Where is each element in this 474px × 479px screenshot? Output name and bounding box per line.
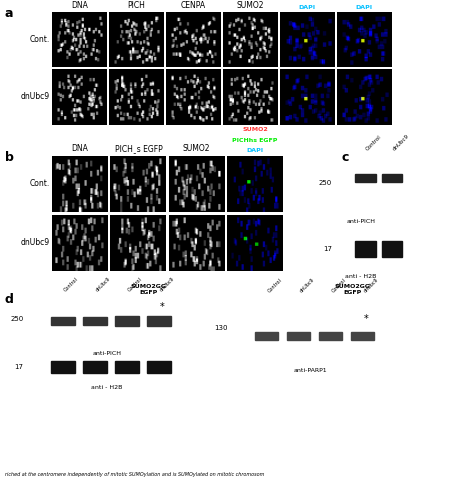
Bar: [147, 316, 171, 326]
Text: SUMO2: SUMO2: [236, 0, 264, 10]
Bar: [355, 173, 375, 182]
Text: PICH: PICH: [128, 0, 145, 10]
Text: DAPI: DAPI: [246, 148, 264, 153]
Text: b: b: [5, 151, 14, 164]
Bar: [83, 318, 107, 325]
Bar: [287, 331, 310, 340]
Bar: [382, 241, 402, 257]
Text: dnUbc9: dnUbc9: [21, 92, 50, 102]
Text: Control: Control: [330, 277, 346, 294]
Text: PICHˍs EGFP: PICHˍs EGFP: [115, 144, 162, 153]
Text: dnUbc9: dnUbc9: [392, 133, 410, 151]
Text: *: *: [160, 302, 164, 312]
Text: Control: Control: [365, 134, 383, 151]
Bar: [83, 361, 107, 373]
Text: SUMO2: SUMO2: [183, 144, 210, 153]
Bar: [115, 316, 138, 326]
Text: anti-PARP1: anti-PARP1: [294, 368, 327, 373]
Text: *: *: [364, 314, 368, 324]
Text: dnUbc9: dnUbc9: [363, 277, 379, 294]
Text: DNA: DNA: [71, 0, 88, 10]
Text: a: a: [5, 7, 13, 20]
Bar: [382, 173, 402, 182]
Text: dnUbc9: dnUbc9: [95, 276, 111, 293]
Text: anti-PICH: anti-PICH: [92, 352, 121, 356]
Bar: [351, 331, 374, 340]
Text: dnUbc9: dnUbc9: [299, 277, 315, 294]
Text: riched at the centromere independently of mitotic SUMOylation and is SUMOylated : riched at the centromere independently o…: [5, 472, 264, 477]
Bar: [51, 361, 75, 373]
Text: Cont.: Cont.: [29, 180, 50, 188]
Text: anti - H2B: anti - H2B: [91, 385, 122, 390]
Bar: [319, 331, 342, 340]
Text: SUMO2GG
EGFP: SUMO2GG EGFP: [334, 284, 370, 295]
Bar: [147, 361, 171, 373]
Text: 250: 250: [10, 316, 24, 322]
Text: dnUbc9: dnUbc9: [159, 276, 175, 293]
Text: DAPI: DAPI: [355, 5, 373, 10]
Text: c: c: [341, 151, 349, 164]
Text: PICHhs EGFP: PICHhs EGFP: [232, 138, 278, 143]
Text: DAPI: DAPI: [298, 5, 316, 10]
Bar: [115, 361, 138, 373]
Text: anti-PICH: anti-PICH: [346, 219, 375, 224]
Text: Cont.: Cont.: [29, 35, 50, 44]
Bar: [355, 241, 375, 257]
Text: 130: 130: [214, 325, 228, 331]
Text: anti - H2B: anti - H2B: [345, 274, 376, 279]
Text: dnUbc9: dnUbc9: [21, 239, 50, 247]
Text: SUMO2GG
EGFP: SUMO2GG EGFP: [130, 284, 166, 295]
Text: 250: 250: [319, 180, 332, 186]
Text: DNA: DNA: [72, 144, 89, 153]
Text: CENPA: CENPA: [181, 0, 206, 10]
Text: SUMO2: SUMO2: [242, 127, 268, 132]
Text: 17: 17: [15, 364, 24, 370]
Text: d: d: [5, 293, 14, 306]
Text: 17: 17: [323, 246, 332, 252]
Bar: [51, 318, 75, 325]
Bar: [255, 331, 279, 340]
Text: Control: Control: [266, 277, 283, 294]
Text: Control: Control: [127, 277, 143, 293]
Text: Control: Control: [63, 277, 79, 293]
